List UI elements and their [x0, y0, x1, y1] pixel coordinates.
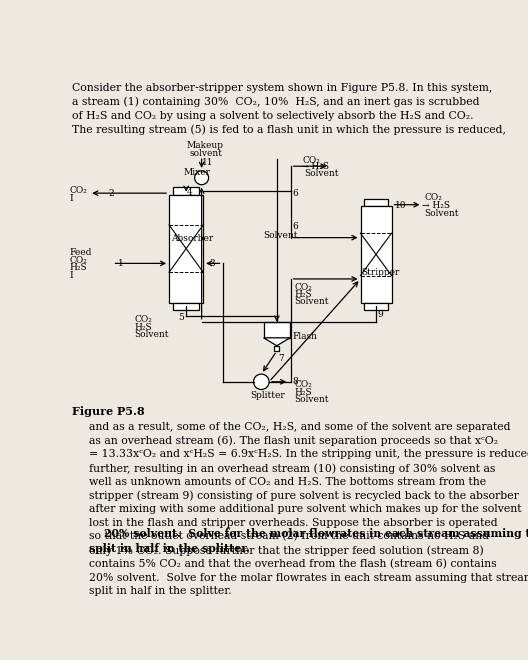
Text: Solvent: Solvent: [305, 168, 339, 178]
Text: 6: 6: [293, 222, 298, 231]
Text: → H₂S: → H₂S: [422, 201, 450, 210]
Text: 5: 5: [178, 313, 184, 321]
Text: Makeup: Makeup: [186, 141, 223, 150]
Text: 9: 9: [378, 310, 383, 319]
Text: 7: 7: [278, 354, 284, 363]
Polygon shape: [361, 206, 391, 302]
Text: 11: 11: [202, 158, 214, 167]
Text: solvent: solvent: [189, 148, 222, 158]
Text: Solvent: Solvent: [134, 330, 169, 339]
Text: CO₂: CO₂: [70, 255, 88, 265]
Circle shape: [253, 374, 269, 389]
Text: → H₂S: → H₂S: [301, 162, 329, 172]
Polygon shape: [275, 346, 279, 351]
Text: 1: 1: [118, 259, 124, 268]
Text: 8: 8: [293, 378, 298, 386]
Text: and as a result, some of the CO₂, H₂S, and some of the solvent are separated
as : and as a result, some of the CO₂, H₂S, a…: [89, 422, 528, 596]
Polygon shape: [173, 302, 199, 310]
Text: Solvent: Solvent: [295, 296, 329, 306]
Text: 3: 3: [210, 259, 215, 268]
Text: 4: 4: [187, 188, 193, 197]
Polygon shape: [263, 338, 290, 346]
Polygon shape: [263, 322, 290, 338]
Text: 10: 10: [395, 201, 407, 210]
Polygon shape: [169, 195, 203, 302]
Polygon shape: [364, 302, 388, 310]
Text: I: I: [70, 271, 73, 280]
Text: 2: 2: [109, 189, 114, 198]
Text: Feed: Feed: [70, 248, 92, 257]
Text: CO₂: CO₂: [295, 380, 313, 389]
Text: Flash: Flash: [293, 332, 317, 341]
Text: Figure P5.8: Figure P5.8: [72, 407, 145, 418]
Text: CO₂: CO₂: [70, 186, 88, 195]
Text: H₂S: H₂S: [70, 263, 88, 273]
Text: CO₂: CO₂: [303, 156, 320, 165]
Text: 20% solvent.  Solve for the molar flowrates in each stream assuming that stream7: 20% solvent. Solve for the molar flowrat…: [89, 528, 528, 554]
Text: CO₂: CO₂: [424, 193, 442, 202]
Text: Solvent: Solvent: [295, 395, 329, 404]
Text: H₂S: H₂S: [295, 388, 312, 397]
Text: H₂S: H₂S: [295, 290, 312, 299]
Text: H₂S: H₂S: [134, 323, 152, 331]
Text: Solvent: Solvent: [263, 232, 298, 240]
Text: CO₂: CO₂: [134, 315, 152, 324]
Text: Mixer: Mixer: [183, 168, 210, 177]
Text: 6: 6: [293, 189, 298, 197]
Text: Splitter: Splitter: [250, 391, 285, 400]
Text: Absorber: Absorber: [172, 234, 214, 243]
Text: I: I: [70, 194, 73, 203]
Text: Consider the absorber-stripper system shown in Figure P5.8. In this system,
a st: Consider the absorber-stripper system sh…: [72, 83, 506, 135]
Polygon shape: [173, 187, 199, 195]
Text: Stripper: Stripper: [361, 268, 400, 277]
Text: CO₂: CO₂: [295, 282, 313, 292]
Text: Solvent: Solvent: [424, 209, 458, 218]
Polygon shape: [364, 199, 388, 206]
Circle shape: [195, 171, 209, 185]
